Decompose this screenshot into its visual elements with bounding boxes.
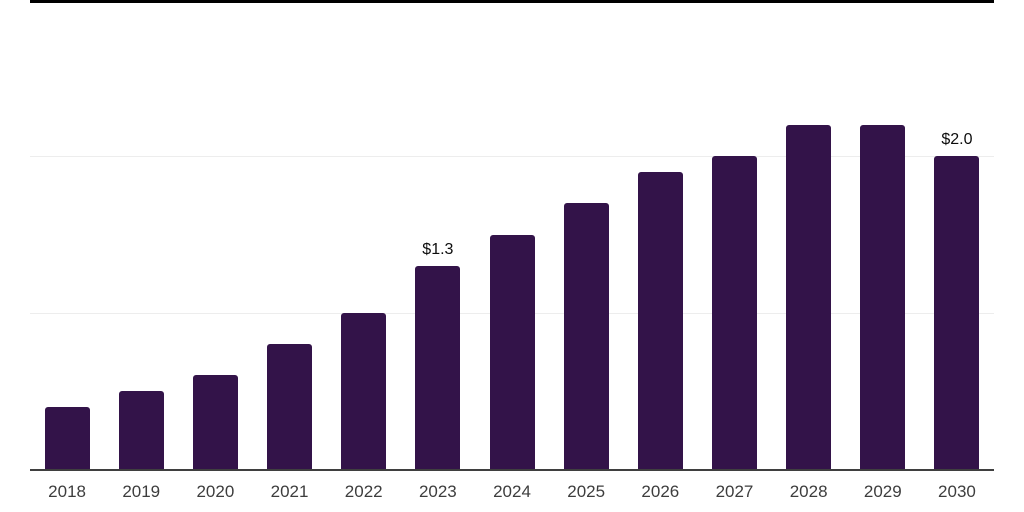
- x-tick-label-2028: 2028: [789, 482, 828, 501]
- bar-2030: [934, 156, 980, 469]
- bar-cell-2030: $2.0: [920, 0, 994, 469]
- bar-2022: [341, 312, 387, 469]
- x-tick-label-2029: 2029: [863, 482, 902, 501]
- x-tick-label-2019: 2019: [122, 482, 161, 501]
- bar-2018: [44, 406, 90, 469]
- bar-cell-2018: [30, 0, 104, 469]
- x-tick-label-2026: 2026: [641, 482, 680, 501]
- bar-2025: [563, 203, 609, 469]
- x-tick-label-2018: 2018: [48, 482, 86, 501]
- bar-2019: [118, 390, 164, 469]
- bar-cell-2028: [772, 0, 846, 469]
- bar-cell-2021: [252, 0, 326, 469]
- bar-cell-2023: $1.3: [401, 0, 475, 469]
- bar-2020: [192, 375, 238, 469]
- bar-2024: [489, 234, 535, 469]
- chart-top-border: [30, 0, 994, 3]
- bar-cell-2020: [178, 0, 252, 469]
- data-label-2030: $2.0: [941, 131, 973, 149]
- data-label-2023: $1.3: [422, 240, 454, 258]
- bar-cell-2029: [846, 0, 920, 469]
- bar-2027: [711, 156, 757, 469]
- gridline: [30, 156, 994, 157]
- bar-2023: [415, 265, 461, 469]
- x-tick-label-2021: 2021: [270, 482, 309, 501]
- bars-row: $1.3 $2.0: [30, 0, 994, 469]
- x-tick-label-2025: 2025: [567, 482, 606, 501]
- bar-2029: [860, 125, 906, 469]
- x-axis-tick-labels: 2018 2019 2020 2021 2022 2023 2024 2025 2026 2027…: [30, 471, 994, 502]
- bar-cell-2025: [549, 0, 623, 469]
- bar-2028: [786, 125, 832, 469]
- x-tick-label-2030: 2030: [938, 482, 976, 501]
- bar-cell-2024: [475, 0, 549, 469]
- x-tick-label-2024: 2024: [493, 482, 531, 501]
- x-tick-label-2020: 2020: [196, 482, 235, 501]
- bar-cell-2026: [623, 0, 697, 469]
- bar-cell-2019: [104, 0, 178, 469]
- x-tick-label-2023: 2023: [418, 482, 457, 501]
- bar-chart: $1.3 $2.0 2018 2019 2020 2021 2022 2023 2024 202…: [30, 0, 994, 512]
- x-axis-line: [30, 469, 994, 471]
- bar-cell-2022: [327, 0, 401, 469]
- x-tick-label-2027: 2027: [715, 482, 754, 501]
- bar-cell-2027: [697, 0, 771, 469]
- bar-2026: [637, 172, 683, 469]
- plot-area: $1.3 $2.0: [30, 0, 994, 469]
- bar-2021: [267, 343, 313, 469]
- x-tick-label-2022: 2022: [344, 482, 383, 501]
